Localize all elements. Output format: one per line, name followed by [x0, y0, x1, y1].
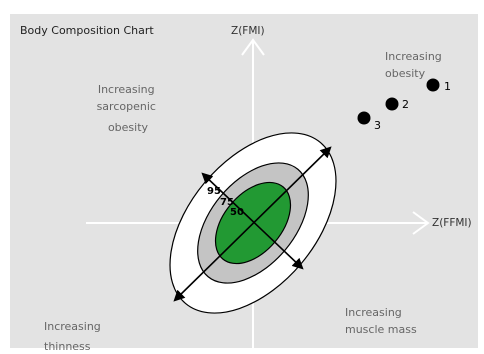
point-1 [426, 78, 440, 92]
region-label-bottom-left: Increasing thinness [44, 320, 104, 353]
region-label-top-left-line-3: obesity [108, 121, 149, 134]
point-3 [357, 111, 371, 125]
y-axis-arrowhead [241, 38, 265, 56]
ellipse-label-50: 50 [230, 207, 244, 218]
region-label-top-right-line-1: Increasing [385, 50, 442, 63]
region-label-top-left-line-2: sarcopenic [97, 100, 156, 113]
region-label-top-left: Increasing sarcopenic obesity [97, 83, 160, 134]
point-2-label: 2 [402, 98, 409, 111]
x-axis-arrowhead [412, 211, 430, 235]
ellipse-label-95: 95 [207, 186, 221, 197]
point-3-label: 3 [374, 119, 381, 132]
region-label-top-left-line-1: Increasing [98, 83, 155, 96]
chart-title: Body Composition Chart [20, 24, 154, 37]
ellipse-label-75: 75 [220, 197, 234, 208]
region-label-top-right: Increasing obesity [385, 50, 445, 80]
region-label-bottom-left-line-2: thinness [44, 340, 91, 353]
region-label-bottom-right-line-2: muscle mass [345, 323, 417, 336]
region-label-bottom-right: Increasing muscle mass [345, 306, 417, 336]
region-label-bottom-left-line-1: Increasing [44, 320, 101, 333]
point-2 [385, 97, 399, 111]
x-axis-label: Z(FFMI) [432, 217, 472, 229]
y-axis-label: Z(FMI) [231, 25, 265, 37]
region-label-top-right-line-2: obesity [385, 67, 426, 80]
region-label-bottom-right-line-1: Increasing [345, 306, 402, 319]
minor-axis-arrow [201, 172, 304, 270]
point-1-label: 1 [444, 80, 451, 93]
